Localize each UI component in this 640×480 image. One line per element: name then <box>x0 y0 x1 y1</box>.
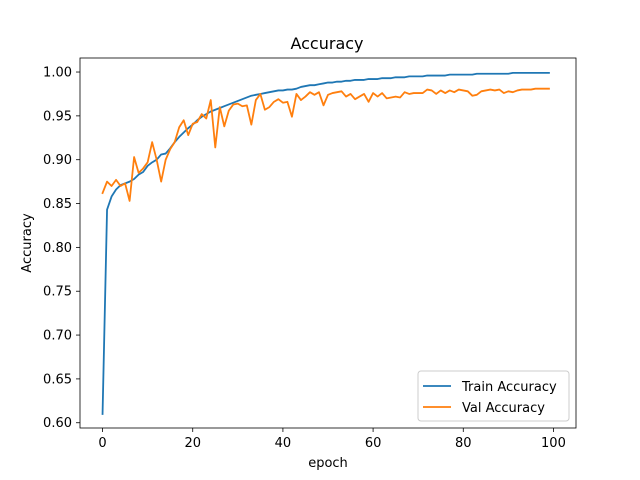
y-axis-label: Accuracy <box>20 213 35 273</box>
y-tick-label: 0.90 <box>43 153 72 168</box>
x-tick-label: 0 <box>98 436 106 451</box>
y-tick-label: 0.80 <box>43 241 72 256</box>
y-tick-label: 0.70 <box>43 329 72 344</box>
x-tick-label: 20 <box>184 436 201 451</box>
x-tick-label: 60 <box>365 436 382 451</box>
y-tick-label: 1.00 <box>43 66 72 81</box>
plot-background <box>80 58 576 428</box>
y-tick-label: 0.95 <box>43 109 72 124</box>
series-line-train-accuracy <box>101 72 550 415</box>
y-tick-label: 0.75 <box>43 285 72 300</box>
series-layer <box>101 72 550 415</box>
x-tick-label: 80 <box>455 436 472 451</box>
y-tick-label: 0.60 <box>43 416 72 431</box>
y-tick-label: 0.85 <box>43 197 72 212</box>
chart-title: Accuracy <box>290 34 363 53</box>
legend: Train Accuracy Val Accuracy <box>417 370 570 422</box>
series-line-val-accuracy <box>101 87 550 202</box>
x-axis-ticks: 0 20 40 60 80 100 <box>98 428 566 451</box>
y-tick-label: 0.65 <box>43 372 72 387</box>
x-tick-label: 40 <box>275 436 292 451</box>
y-axis-ticks: 0.60 0.65 0.70 0.75 0.80 0.85 0.90 0.95 1.00 <box>43 66 80 431</box>
legend-box <box>417 370 570 422</box>
legend-label-train: Train Accuracy <box>461 380 557 395</box>
x-axis-label: epoch <box>308 456 348 471</box>
plot-frame <box>79 57 577 429</box>
x-tick-label: 100 <box>541 436 566 451</box>
plot-area <box>79 57 577 429</box>
legend-label-val: Val Accuracy <box>462 401 545 416</box>
